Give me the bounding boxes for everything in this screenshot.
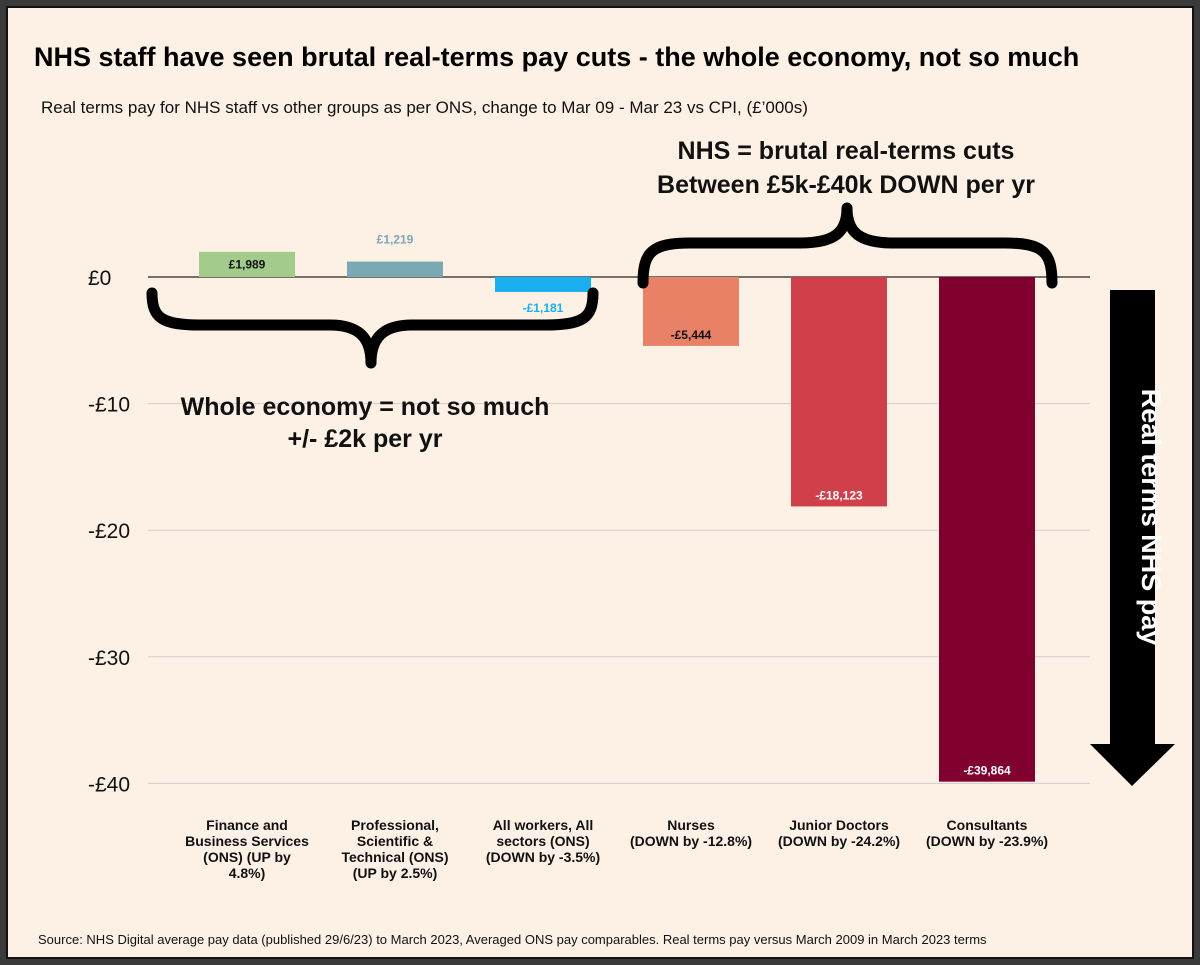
chart-subtitle: Real terms pay for NHS staff vs other gr… [41,98,808,117]
economy-annotation-line2: +/- £2k per yr [288,425,443,453]
category-label: Finance and Business Services (ONS) (UP by… [185,817,309,881]
bar-data-label: -£5,444 [671,328,712,342]
bar [643,277,739,346]
category-label: Consultants (DOWN by -23.9%) [926,817,1048,849]
bar [939,277,1035,782]
bar-data-label: £1,989 [229,257,266,271]
economy-brace [146,287,599,369]
gridlines [148,276,1090,784]
y-tick-label: -£40 [88,773,130,796]
down-arrow: Real terms NHS pay [1090,290,1175,786]
down-arrow-shape [1090,290,1175,786]
y-tick-label: -£30 [88,647,130,670]
bar [199,251,295,277]
bar [791,277,887,507]
chart-title: NHS staff have seen brutal real-terms pa… [34,42,1080,72]
nhs-annotation-line2: Between £5k-£40k DOWN per yr [657,171,1035,199]
source-note: Source: NHS Digital average pay data (pu… [38,932,987,947]
down-arrow-label: Real terms NHS pay [1136,389,1166,646]
y-tick-label: £0 [88,267,111,290]
y-tick-label: -£10 [88,394,130,417]
bars: £1,989 £1,219 -£1,181 -£5,444 -£18,123 -£39,8… [199,233,1035,782]
bar-data-label: -£39,864 [963,764,1011,778]
bar-data-label: -£18,123 [815,488,863,502]
nhs-brace [637,202,1058,289]
economy-annotation-line1: Whole economy = not so much [181,393,550,421]
bar [347,261,443,277]
y-axis-ticks: £0 -£10 -£20 -£30 -£40 [88,267,130,796]
category-labels: Finance and Business Services (ONS) (UP by… [185,817,1048,881]
category-label: Junior Doctors (DOWN by -24.2%) [778,817,900,849]
category-label: All workers, All sectors (ONS) (DOWN by -3… [486,817,600,865]
category-label: Professional, Scientific & Technical (ONS)… [341,817,448,881]
bar-data-label: £1,219 [377,233,414,247]
category-label: Nurses (DOWN by -12.8%) [630,817,752,849]
y-tick-label: -£20 [88,520,130,543]
bar [495,277,591,292]
nhs-annotation-line1: NHS = brutal real-terms cuts [678,137,1015,165]
bar-data-label: -£1,181 [523,301,564,315]
